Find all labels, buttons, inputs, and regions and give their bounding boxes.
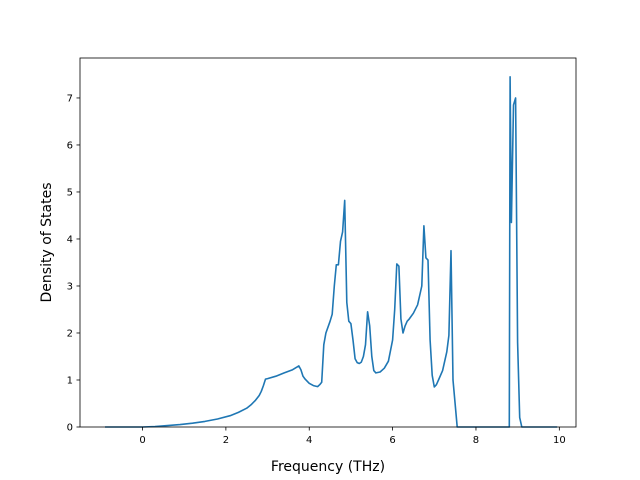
y-tick-label: 4 (67, 234, 73, 245)
y-tick-label: 2 (67, 328, 73, 339)
x-tick-label: 10 (553, 435, 566, 446)
dos-line (105, 76, 558, 428)
y-tick-label: 6 (67, 140, 73, 151)
y-axis-label: Density of States (39, 183, 55, 303)
y-tick-label: 5 (67, 187, 73, 198)
y-axis-ticks: 0 1 2 3 4 5 6 7 (67, 93, 80, 434)
x-tick-label: 0 (139, 435, 145, 446)
axes-frame (79, 57, 577, 428)
y-tick-label: 0 (67, 423, 73, 434)
x-tick-label: 8 (473, 435, 479, 446)
y-tick-label: 7 (67, 93, 73, 104)
x-tick-label: 6 (389, 435, 395, 446)
y-tick-label: 1 (67, 375, 73, 386)
plot-area (105, 76, 558, 428)
x-tick-label: 4 (306, 435, 312, 446)
y-tick-label: 3 (67, 281, 73, 292)
x-axis-ticks: 0 2 4 6 8 10 (139, 427, 566, 446)
x-axis-label: Frequency (THz) (271, 459, 385, 475)
x-tick-label: 2 (223, 435, 229, 446)
